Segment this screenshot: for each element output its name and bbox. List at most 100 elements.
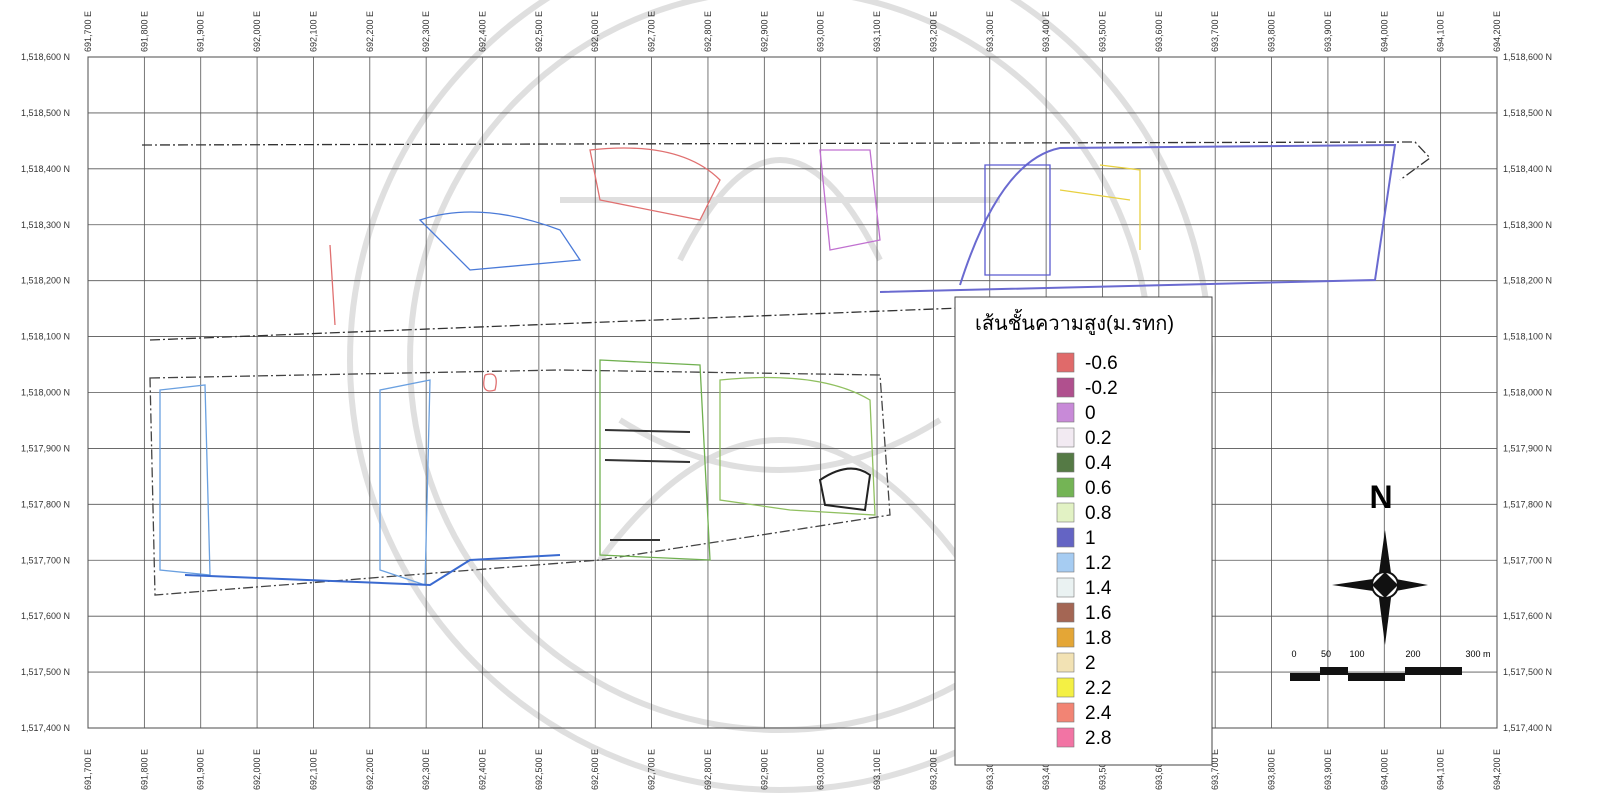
northing-label: 1,518,100 N	[1503, 332, 1552, 342]
northing-label: 1,518,400 N	[21, 164, 70, 174]
easting-label: 691,900 E	[196, 749, 206, 790]
easting-label: 692,900 E	[759, 11, 769, 52]
northing-label: 1,517,400 N	[1503, 723, 1552, 733]
northing-label: 1,518,600 N	[21, 52, 70, 62]
easting-label: 692,500 E	[534, 749, 544, 790]
legend: เส้นชั้นความสูง(ม.รทก) -0.6 -0.2 0 0.2 0.4 0.…	[955, 297, 1212, 765]
easting-label: 694,100 E	[1436, 11, 1446, 52]
scale-label: 0	[1291, 649, 1296, 659]
easting-label: 691,800 E	[139, 11, 149, 52]
easting-label: 693,800 E	[1267, 749, 1277, 790]
legend-swatch	[1057, 453, 1074, 472]
scale-label: 200	[1405, 649, 1420, 659]
easting-label: 692,300 E	[421, 11, 431, 52]
legend-swatch	[1057, 378, 1074, 397]
northing-label: 1,518,100 N	[21, 332, 70, 342]
easting-label: 692,000 E	[252, 749, 262, 790]
easting-label: 692,200 E	[365, 11, 375, 52]
legend-label: 1.6	[1085, 603, 1111, 624]
legend-label: 2	[1085, 653, 1096, 674]
legend-swatch	[1057, 503, 1074, 522]
easting-label: 691,700 E	[83, 749, 93, 790]
legend-label: 0.8	[1085, 503, 1111, 524]
easting-label: 693,900 E	[1323, 749, 1333, 790]
easting-label: 691,700 E	[83, 11, 93, 52]
legend-label: 2.2	[1085, 678, 1111, 699]
north-arrow	[1332, 530, 1428, 645]
scale-bar	[1290, 667, 1462, 681]
northing-label: 1,518,500 N	[21, 108, 70, 118]
northing-label: 1,517,400 N	[21, 723, 70, 733]
legend-label: 0.2	[1085, 428, 1111, 449]
easting-label: 692,700 E	[647, 11, 657, 52]
legend-label: -0.6	[1085, 353, 1118, 374]
legend-swatch	[1057, 678, 1074, 697]
easting-label: 692,400 E	[478, 11, 488, 52]
easting-label: 694,000 E	[1379, 11, 1389, 52]
easting-label: 692,900 E	[759, 749, 769, 790]
legend-label: 0.4	[1085, 453, 1112, 474]
legend-swatch	[1057, 478, 1074, 497]
easting-label: 693,100 E	[872, 749, 882, 790]
northing-label: 1,517,800 N	[21, 499, 70, 509]
northing-label: 1,517,900 N	[1503, 443, 1552, 453]
easting-label: 692,400 E	[478, 749, 488, 790]
easting-label: 693,200 E	[928, 749, 938, 790]
easting-label: 694,200 E	[1492, 11, 1502, 52]
easting-label: 693,400 E	[1041, 11, 1051, 52]
north-label: N	[1369, 479, 1392, 515]
easting-label: 693,200 E	[928, 11, 938, 52]
easting-label: 692,700 E	[647, 749, 657, 790]
legend-label: 1.4	[1085, 578, 1112, 599]
easting-label: 691,900 E	[196, 11, 206, 52]
scale-label: 50	[1321, 649, 1331, 659]
contours	[142, 142, 1430, 595]
easting-label: 692,100 E	[308, 11, 318, 52]
northing-label: 1,517,500 N	[1503, 667, 1552, 677]
legend-swatch	[1057, 428, 1074, 447]
legend-swatch	[1057, 403, 1074, 422]
scale-label: 100	[1349, 649, 1364, 659]
northing-label: 1,517,600 N	[21, 611, 70, 621]
map: N 691,700 E 691,700 E 691,800 E 691,800 E 69…	[0, 0, 1602, 804]
northing-label: 1,518,000 N	[1503, 388, 1552, 398]
easting-label: 692,600 E	[590, 749, 600, 790]
northing-label: 1,518,200 N	[1503, 276, 1552, 286]
easting-label: 692,300 E	[421, 749, 431, 790]
easting-label: 693,600 E	[1154, 11, 1164, 52]
easting-label: 691,800 E	[139, 749, 149, 790]
easting-label: 692,800 E	[703, 749, 713, 790]
northing-label: 1,518,500 N	[1503, 108, 1552, 118]
northing-label: 1,517,700 N	[21, 555, 70, 565]
easting-label: 693,300 E	[985, 11, 995, 52]
easting-label: 694,100 E	[1436, 749, 1446, 790]
grid	[88, 57, 1497, 728]
easting-label: 692,600 E	[590, 11, 600, 52]
northing-label: 1,518,600 N	[1503, 52, 1552, 62]
legend-swatch	[1057, 353, 1074, 372]
northing-label: 1,518,300 N	[1503, 220, 1552, 230]
legend-label: 2.8	[1085, 728, 1111, 749]
legend-label: 0	[1085, 403, 1096, 424]
legend-label: 1.2	[1085, 553, 1111, 574]
legend-label: 0.6	[1085, 478, 1111, 499]
northing-label: 1,517,500 N	[21, 667, 70, 677]
easting-label: 693,900 E	[1323, 11, 1333, 52]
northing-label: 1,517,800 N	[1503, 499, 1552, 509]
easting-label: 693,000 E	[816, 749, 826, 790]
easting-label: 693,700 E	[1210, 11, 1220, 52]
scale-label: 300 m	[1465, 649, 1490, 659]
legend-swatch	[1057, 653, 1074, 672]
legend-title: เส้นชั้นความสูง(ม.รทก)	[975, 309, 1174, 336]
legend-label: -0.2	[1085, 378, 1118, 399]
legend-swatch	[1057, 603, 1074, 622]
easting-label: 694,200 E	[1492, 749, 1502, 790]
easting-label: 693,500 E	[1097, 11, 1107, 52]
northing-label: 1,518,400 N	[1503, 164, 1552, 174]
legend-swatch	[1057, 628, 1074, 647]
easting-label: 693,100 E	[872, 11, 882, 52]
legend-swatch	[1057, 728, 1074, 747]
legend-box	[955, 297, 1212, 765]
northing-label: 1,518,300 N	[21, 220, 70, 230]
easting-label: 692,500 E	[534, 11, 544, 52]
